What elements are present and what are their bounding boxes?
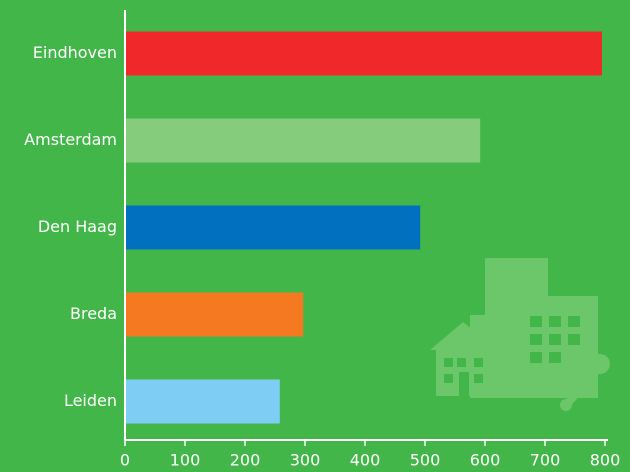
- building-icons: [430, 258, 610, 411]
- y-tick-label: Den Haag: [38, 217, 117, 236]
- x-tick-label: 0: [120, 451, 130, 470]
- bar: [125, 292, 304, 337]
- x-tick-label: 700: [530, 451, 561, 470]
- x-tick-label: 400: [350, 451, 381, 470]
- x-tick-label: 200: [230, 451, 261, 470]
- y-tick-label: Amsterdam: [24, 130, 117, 149]
- x-tick-label: 500: [410, 451, 441, 470]
- x-tick-label: 100: [170, 451, 201, 470]
- x-tick-label: 600: [470, 451, 501, 470]
- x-tick-label: 300: [290, 451, 321, 470]
- x-tick-label: 800: [590, 451, 621, 470]
- y-tick-label: Breda: [70, 304, 117, 323]
- bar: [125, 118, 481, 163]
- bar: [125, 205, 421, 250]
- y-tick-label: Leiden: [64, 391, 117, 410]
- y-tick-label: Eindhoven: [33, 43, 117, 62]
- bar: [125, 379, 280, 424]
- bar: [125, 31, 602, 76]
